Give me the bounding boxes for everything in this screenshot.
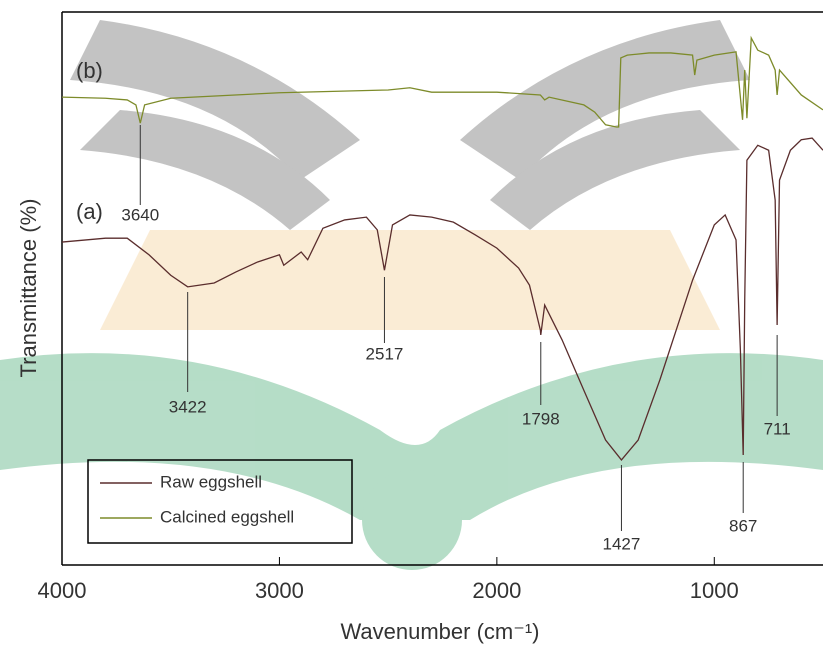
x-tick-label: 2000: [472, 578, 521, 603]
watermark: [0, 20, 823, 570]
peak-label: 1798: [522, 409, 560, 428]
x-axis-label: Wavenumber (cm⁻¹): [340, 619, 539, 644]
x-tick-label: 4000: [38, 578, 87, 603]
peak-label: 1427: [603, 534, 641, 553]
legend-label: Calcined eggshell: [160, 507, 294, 526]
peak-label: 867: [729, 516, 757, 535]
peak-label: 3640: [121, 205, 159, 224]
legend-label: Raw eggshell: [160, 472, 262, 491]
x-tick-label: 3000: [255, 578, 304, 603]
curve-tag: (a): [76, 199, 103, 224]
curve-tag: (b): [76, 58, 103, 83]
y-axis-label: Transmittance (%): [16, 199, 41, 378]
peak-label: 2517: [366, 344, 404, 363]
chart: Transmittance (%) Wavenumber (cm⁻¹) 4000…: [0, 0, 823, 649]
peak-label: 711: [764, 419, 791, 438]
x-tick-label: 1000: [690, 578, 739, 603]
peak-label: 3422: [169, 397, 207, 416]
